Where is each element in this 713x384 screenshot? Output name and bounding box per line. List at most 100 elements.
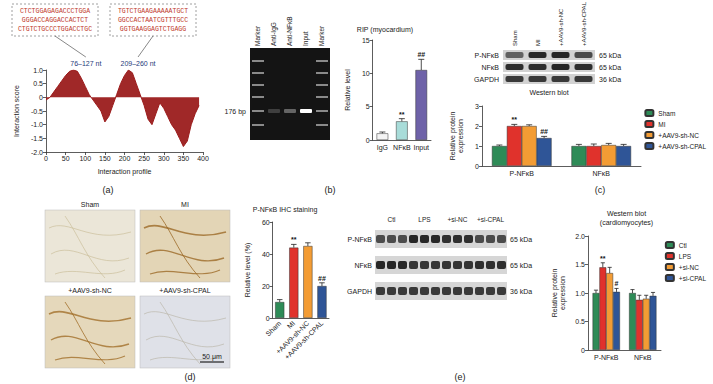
- svg-text:1.0: 1.0: [33, 67, 43, 74]
- svg-text:Marker: Marker: [254, 25, 261, 46]
- svg-text:+si-NC: +si-NC: [679, 264, 699, 271]
- svg-text:Input: Input: [302, 31, 310, 46]
- svg-text:1.0: 1.0: [575, 290, 585, 297]
- svg-text:0.5: 0.5: [575, 318, 585, 325]
- svg-text:RIP (myocardium): RIP (myocardium): [357, 26, 413, 34]
- svg-text:200: 200: [119, 155, 131, 162]
- svg-text:**: **: [600, 255, 606, 262]
- svg-text:176 bp: 176 bp: [225, 108, 247, 116]
- svg-text:50: 50: [62, 155, 70, 162]
- svg-text:NFκB: NFκB: [593, 170, 611, 177]
- svg-text:1.5: 1.5: [575, 261, 585, 268]
- svg-text:+si-CPAL: +si-CPAL: [477, 216, 505, 223]
- svg-text:NFκB: NFκB: [355, 262, 373, 269]
- svg-text:300: 300: [158, 155, 170, 162]
- svg-text:65 kDa: 65 kDa: [599, 64, 621, 71]
- svg-text:Interaction score: Interaction score: [13, 85, 20, 137]
- svg-text:150: 150: [99, 155, 111, 162]
- svg-text:0: 0: [581, 347, 585, 354]
- svg-text:NFκB: NFκB: [482, 64, 500, 71]
- svg-text:-1.0: -1.0: [31, 121, 43, 128]
- svg-text:Ctl: Ctl: [679, 242, 688, 249]
- svg-text:76–127 nt: 76–127 nt: [70, 60, 101, 67]
- svg-text:2.0: 2.0: [575, 233, 585, 240]
- svg-text:+AAV9-sh-CPAL: +AAV9-sh-CPAL: [581, 1, 587, 46]
- svg-text:P-NFκB: P-NFκB: [475, 52, 500, 59]
- svg-text:Sham: Sham: [658, 110, 675, 117]
- svg-text:##: ##: [540, 128, 548, 135]
- svg-text:P-NFκB: P-NFκB: [348, 236, 373, 243]
- svg-text:-1.5: -1.5: [31, 135, 43, 142]
- svg-text:5: 5: [366, 103, 370, 110]
- svg-text:CTGTCTGCCCTGGACCTGC: CTGTCTGCCCTGGACCTGC: [18, 26, 92, 33]
- svg-text:10: 10: [362, 70, 370, 77]
- svg-text:350: 350: [178, 155, 190, 162]
- svg-text:**: **: [399, 111, 405, 118]
- svg-text:36 kDa: 36 kDa: [510, 288, 532, 295]
- svg-text:Marker: Marker: [318, 25, 325, 46]
- svg-text:(a): (a): [103, 185, 114, 195]
- svg-text:MI: MI: [181, 201, 189, 208]
- svg-text:Relative protein: Relative protein: [551, 269, 559, 318]
- svg-text:Sham: Sham: [264, 319, 282, 337]
- svg-text:+AAV9-sh-CPAL: +AAV9-sh-CPAL: [658, 143, 706, 150]
- svg-text:Western blot: Western blot: [607, 210, 646, 217]
- svg-text:P-NFκB: P-NFκB: [594, 354, 619, 361]
- svg-text:100: 100: [79, 155, 91, 162]
- svg-text:65 kDa: 65 kDa: [599, 52, 621, 59]
- svg-text:250: 250: [138, 155, 150, 162]
- svg-text:+AAV9-sh-CPAL: +AAV9-sh-CPAL: [159, 287, 210, 294]
- svg-text:+AAV9-sh-CPAL: +AAV9-sh-CPAL: [283, 319, 324, 360]
- svg-text:(b): (b): [325, 185, 336, 195]
- svg-text:Anti-IgG: Anti-IgG: [270, 22, 278, 46]
- svg-text:##: ##: [417, 51, 425, 58]
- svg-text:1: 1: [475, 143, 479, 150]
- svg-text:65 kDa: 65 kDa: [510, 236, 532, 243]
- svg-text:##: ##: [318, 275, 326, 282]
- svg-text:NFκB: NFκB: [634, 354, 652, 361]
- svg-text:LPS: LPS: [679, 253, 692, 260]
- svg-text:Input: Input: [413, 144, 429, 152]
- svg-text:Anti-NFκB: Anti-NFκB: [286, 16, 293, 46]
- svg-text:0: 0: [39, 94, 43, 101]
- svg-text:60: 60: [262, 219, 270, 226]
- svg-text:P-NFκB: P-NFκB: [510, 170, 535, 177]
- svg-text:GAPDH: GAPDH: [347, 288, 372, 295]
- svg-text:MI: MI: [658, 121, 665, 128]
- svg-text:+si-CPAL: +si-CPAL: [679, 275, 707, 282]
- svg-text:2: 2: [475, 123, 479, 130]
- svg-text:0: 0: [266, 315, 270, 322]
- svg-text:-2.0: -2.0: [31, 149, 43, 156]
- svg-text:GGTGAAGGAGTCTGAGG: GGTGAAGGAGTCTGAGG: [120, 26, 186, 33]
- svg-text:65 kDa: 65 kDa: [510, 262, 532, 269]
- svg-text:GGCCACTAATCGTTTGCC: GGCCACTAATCGTTTGCC: [118, 17, 188, 24]
- svg-text:50 μm: 50 μm: [202, 353, 222, 361]
- svg-text:MI: MI: [535, 39, 541, 46]
- svg-text:Sham: Sham: [81, 201, 99, 208]
- svg-text:(cardiomyocytes): (cardiomyocytes): [600, 219, 653, 227]
- svg-text:+AAV9-sh-NC: +AAV9-sh-NC: [558, 8, 564, 46]
- svg-text:3: 3: [475, 103, 479, 110]
- svg-text:**: **: [291, 236, 297, 243]
- svg-text:400: 400: [197, 155, 209, 162]
- svg-text:40: 40: [262, 251, 270, 258]
- svg-text:(c): (c): [595, 185, 606, 195]
- svg-text:Interaction profile: Interaction profile: [98, 168, 152, 176]
- svg-text:P-NFκB IHC staining: P-NFκB IHC staining: [253, 206, 318, 214]
- svg-text:IgG: IgG: [377, 144, 388, 152]
- svg-text:209–260 nt: 209–260 nt: [121, 60, 156, 67]
- svg-text:15: 15: [362, 37, 370, 44]
- svg-text:NFκB: NFκB: [393, 144, 411, 151]
- svg-text:+si-NC: +si-NC: [447, 216, 467, 223]
- svg-text:(d): (d): [185, 372, 196, 382]
- svg-text:**: **: [512, 116, 518, 123]
- svg-text:#: #: [615, 280, 619, 287]
- svg-text:GAPDH: GAPDH: [474, 76, 499, 83]
- svg-text:36 kDa: 36 kDa: [599, 76, 621, 83]
- svg-text:Western blot: Western blot: [529, 89, 568, 96]
- svg-text:CTCTGGAGAGACCCTGGA: CTCTGGAGAGACCCTGGA: [20, 8, 90, 15]
- svg-text:Relative protein: Relative protein: [449, 112, 457, 161]
- svg-text:0: 0: [475, 163, 479, 170]
- svg-text:0.5: 0.5: [33, 80, 43, 87]
- svg-text:MI: MI: [286, 319, 296, 329]
